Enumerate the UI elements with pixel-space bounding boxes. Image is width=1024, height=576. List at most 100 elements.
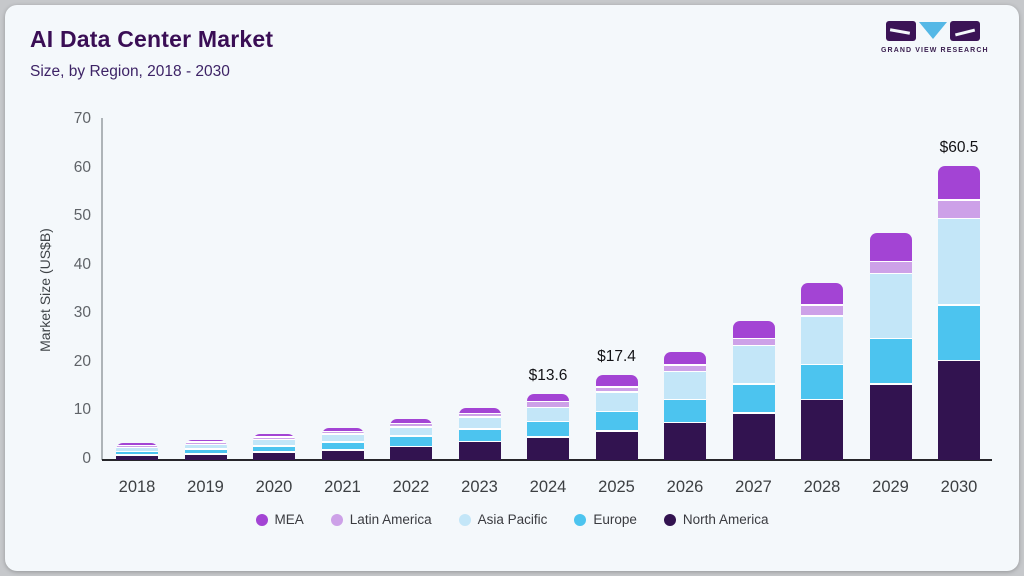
bar-2030-segment-asia-pacific bbox=[938, 219, 980, 305]
y-tick-label-30: 30 bbox=[73, 304, 91, 322]
bar-2029-segment-europe bbox=[869, 339, 912, 384]
bar-2027-segment-latin-america bbox=[732, 339, 775, 345]
x-tick-label-2029: 2029 bbox=[872, 478, 909, 496]
x-tick-label-2030: 2030 bbox=[940, 478, 978, 496]
bar-2027 bbox=[732, 321, 775, 460]
bar-2019-segment-europe bbox=[184, 449, 227, 453]
legend-dot-icon bbox=[663, 513, 676, 526]
bar-2023-segment-mea bbox=[458, 407, 501, 413]
bar-2024-segment-asia-pacific bbox=[527, 408, 569, 421]
bar-2028-segment-latin-america bbox=[801, 305, 843, 316]
logo-triangle-icon bbox=[919, 22, 947, 39]
y-tick-label-70: 70 bbox=[73, 110, 91, 127]
bar-2027-segment-asia-pacific bbox=[732, 346, 775, 384]
legend-label-mea: MEA bbox=[274, 512, 304, 527]
bar-2027-segment-europe bbox=[732, 384, 775, 413]
bar-2021-segment-asia-pacific bbox=[321, 434, 364, 442]
legend-item-latin-america: Latin America bbox=[330, 512, 432, 527]
infographic-card: AI Data Center Market Size, by Region, 2… bbox=[5, 5, 1019, 571]
bar-2025-segment-latin-america bbox=[595, 387, 638, 392]
bar-2022-segment-north-america bbox=[390, 447, 432, 460]
x-tick-label-2018: 2018 bbox=[118, 478, 156, 496]
x-tick-label-2020: 2020 bbox=[255, 478, 293, 496]
bar-2027-segment-mea bbox=[732, 321, 775, 338]
bar-2029-segment-north-america bbox=[869, 384, 912, 460]
y-tick-label-20: 20 bbox=[73, 352, 91, 370]
bar-2021-segment-latin-america bbox=[321, 432, 364, 434]
bar-2023-segment-latin-america bbox=[458, 414, 501, 417]
legend-dot-icon bbox=[458, 513, 471, 526]
bar-2026-segment-latin-america bbox=[664, 365, 706, 371]
bar-2029-segment-asia-pacific bbox=[869, 274, 912, 338]
bar-2025-segment-north-america bbox=[595, 431, 638, 460]
bar-value-label-2025: $17.4 bbox=[597, 348, 636, 366]
page-title: AI Data Center Market bbox=[30, 26, 274, 52]
bar-value-label-2024: $13.6 bbox=[528, 366, 568, 384]
x-tick-label-2026: 2026 bbox=[666, 478, 704, 496]
bar-2030-segment-north-america bbox=[938, 361, 980, 460]
bar-2022-segment-europe bbox=[390, 436, 432, 446]
y-tick-label-0: 0 bbox=[82, 450, 91, 467]
bar-2022-segment-mea bbox=[390, 419, 432, 423]
bar-2020-segment-north-america bbox=[253, 452, 295, 460]
bar-2029 bbox=[869, 232, 912, 460]
bar-value-label-2030: $60.5 bbox=[939, 139, 979, 157]
bar-2025 bbox=[595, 375, 638, 460]
x-tick-label-2019: 2019 bbox=[187, 478, 224, 496]
bar-2024-segment-mea bbox=[527, 393, 569, 401]
bar-2019-segment-north-america bbox=[184, 454, 227, 460]
bar-2018-segment-asia-pacific bbox=[116, 448, 158, 451]
legend-item-asia-pacific: Asia Pacific bbox=[458, 512, 548, 527]
bar-2018-segment-north-america bbox=[116, 455, 158, 460]
bar-2029-segment-latin-america bbox=[869, 262, 912, 273]
bar-2021-segment-north-america bbox=[321, 450, 364, 460]
bar-2019-segment-latin-america bbox=[184, 442, 227, 444]
legend-label-north-america: North America bbox=[682, 512, 769, 527]
legend-dot-icon bbox=[330, 513, 343, 526]
bar-2022-segment-asia-pacific bbox=[390, 427, 432, 436]
bar-2028-segment-asia-pacific bbox=[801, 316, 843, 364]
chart-subtitle: Size, by Region, 2018 - 2030 bbox=[30, 63, 230, 80]
bar-2028-segment-mea bbox=[801, 283, 843, 305]
bar-2024-segment-north-america bbox=[527, 437, 569, 460]
bar-2020-segment-asia-pacific bbox=[253, 440, 295, 446]
bar-2026-segment-north-america bbox=[664, 423, 706, 460]
bar-2026-segment-mea bbox=[664, 352, 706, 365]
legend-label-europe: Europe bbox=[593, 512, 637, 527]
bar-2030-segment-europe bbox=[938, 305, 980, 360]
legend-item-mea: MEA bbox=[255, 512, 304, 527]
bar-2020-segment-mea bbox=[253, 434, 295, 437]
logo-mark bbox=[881, 21, 985, 43]
legend-dot-icon bbox=[574, 513, 587, 526]
bar-2028 bbox=[801, 283, 843, 460]
bar-2028-segment-europe bbox=[801, 365, 843, 399]
bar-2024 bbox=[527, 393, 569, 460]
x-tick-label-2024: 2024 bbox=[529, 478, 567, 496]
bar-2028-segment-north-america bbox=[801, 400, 843, 460]
bar-2021-segment-mea bbox=[321, 427, 364, 431]
bar-2030-segment-mea bbox=[938, 166, 980, 200]
bar-2022-segment-latin-america bbox=[390, 424, 432, 427]
legend: MEA Latin America Asia Pacific Europe North … bbox=[5, 512, 1019, 527]
x-tick-label-2021: 2021 bbox=[324, 478, 361, 496]
logo-block-r-icon bbox=[950, 21, 980, 41]
bar-2023-segment-europe bbox=[458, 429, 501, 441]
x-tick-label-2028: 2028 bbox=[803, 478, 841, 496]
bar-2027-segment-north-america bbox=[732, 413, 775, 460]
x-tick-label-2022: 2022 bbox=[392, 478, 430, 496]
legend-label-asia-pacific: Asia Pacific bbox=[477, 512, 548, 527]
bar-2018 bbox=[116, 443, 158, 460]
bar-2020-segment-latin-america bbox=[253, 437, 295, 439]
bar-2019 bbox=[184, 439, 227, 460]
bar-2019-segment-asia-pacific bbox=[184, 444, 227, 449]
y-tick-label-10: 10 bbox=[73, 401, 91, 419]
bar-2026 bbox=[664, 352, 706, 460]
x-tick-label-2025: 2025 bbox=[598, 478, 635, 496]
bar-2023-segment-north-america bbox=[458, 442, 501, 460]
legend-item-north-america: North America bbox=[663, 512, 769, 527]
bar-2024-segment-latin-america bbox=[527, 402, 569, 407]
bar-2023 bbox=[458, 407, 501, 460]
bar-2023-segment-asia-pacific bbox=[458, 417, 501, 429]
bar-2030-segment-latin-america bbox=[938, 200, 980, 218]
bar-2026-segment-asia-pacific bbox=[664, 372, 706, 399]
